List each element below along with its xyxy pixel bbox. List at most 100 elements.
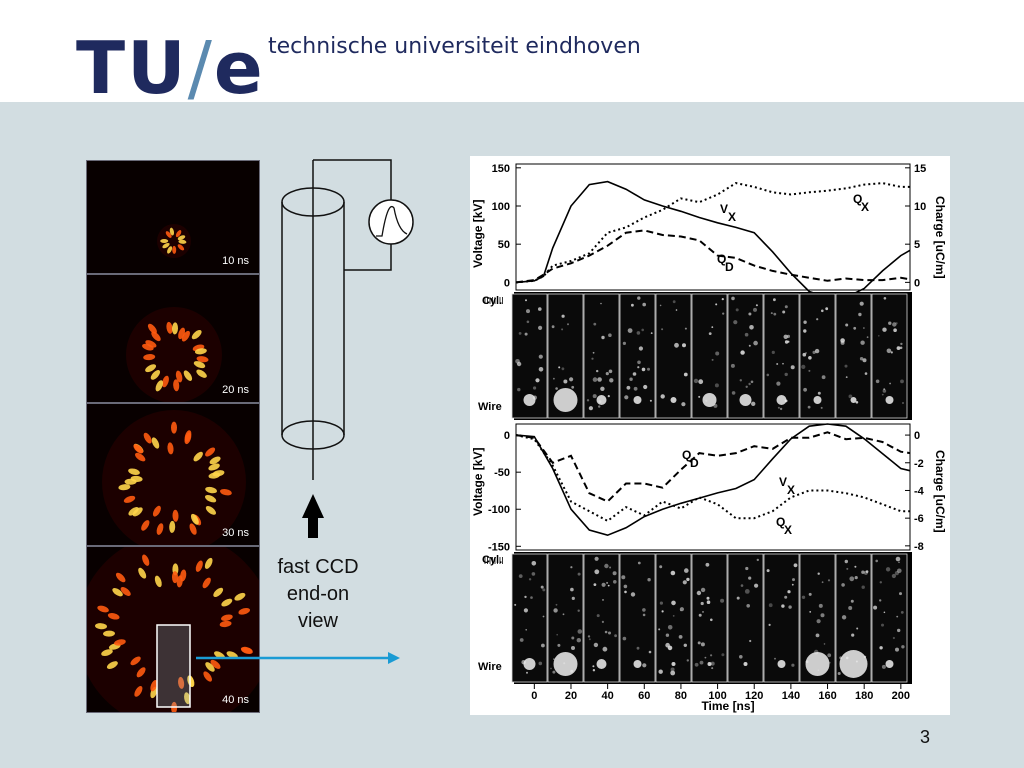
strip2-cyl-label: Cyl. (482, 554, 502, 566)
streak-speck (748, 382, 751, 386)
y2-tick-label: -2 (914, 458, 924, 470)
streak-speck (696, 590, 702, 596)
streak-speck (542, 615, 545, 618)
ring-spot (173, 379, 180, 392)
x-tick-label: 0 (531, 690, 537, 702)
streak-speck (672, 300, 676, 304)
ring-spot (219, 489, 232, 496)
ring-spot (193, 451, 203, 462)
streak-speck (525, 299, 527, 302)
streak-speck (686, 577, 690, 582)
streak-speck (607, 395, 610, 398)
streak-speck (895, 647, 899, 652)
streak-speck (614, 634, 617, 638)
y-tick-label: 0 (504, 430, 510, 442)
streak-speck (698, 613, 702, 617)
ring-spot (167, 246, 173, 254)
streak-speck (683, 372, 688, 377)
ccd-caption-line3: view (297, 610, 338, 632)
ring-spot (169, 520, 176, 533)
y2-tick-label: 0 (914, 277, 920, 289)
streak-speck (749, 639, 752, 643)
streak-speck (602, 646, 608, 652)
ring-spot (150, 370, 161, 380)
streak-speck (753, 307, 757, 312)
y2-tick-label: -4 (914, 485, 925, 497)
streak-speck (627, 328, 633, 333)
streak-speck (694, 662, 699, 667)
streak-speck (899, 346, 903, 350)
pulse-waveform-icon (376, 206, 408, 237)
streak-speck (561, 367, 565, 371)
streak-speck (730, 363, 735, 368)
streak-speck (648, 650, 652, 654)
streak-speck (791, 663, 795, 667)
streak-speck (569, 377, 574, 382)
ring-spot (141, 520, 150, 531)
ring-spot (160, 239, 169, 243)
y2-tick-label: 5 (914, 239, 920, 251)
ring-spot (226, 651, 238, 659)
streak-speck (711, 326, 714, 328)
ring-spot (177, 235, 186, 241)
ring-spot (172, 509, 179, 522)
ring-spot (162, 242, 170, 249)
wire-glow (596, 659, 607, 669)
ring-spot (106, 661, 118, 670)
streak-speck (861, 570, 865, 574)
streak-speck (873, 605, 878, 610)
streak-speck (636, 646, 640, 650)
streak-speck (801, 595, 806, 599)
streak-speck (818, 603, 823, 608)
streak-speck (731, 391, 736, 395)
streak-speck (883, 297, 887, 300)
ring-spot (202, 577, 211, 589)
streak-speck (642, 663, 647, 668)
streak-speck (875, 559, 878, 563)
ring-spot (221, 598, 233, 607)
ring-spot (184, 432, 192, 445)
streak-speck (604, 563, 609, 569)
streak-speck (551, 325, 555, 329)
streak-speck (576, 638, 581, 643)
streak-speck (674, 342, 679, 348)
streak-speck (605, 372, 609, 376)
streak-speck (897, 568, 902, 574)
ring-spot (208, 463, 220, 471)
streak-speck (858, 312, 862, 317)
ring-spot (193, 361, 206, 369)
ring-spot (191, 330, 202, 340)
ring-spot (238, 607, 251, 615)
x-tick-label: 20 (565, 690, 577, 702)
streak-speck (889, 382, 891, 385)
header-bar: TU/e technische universiteit eindhoven (0, 0, 1024, 108)
wire-glow (671, 662, 676, 666)
streak-speck (827, 579, 831, 582)
results-figure: 150 100 50 0 15 10 5 0 V X Q X Q D Voltage [kV] Charg… (470, 156, 950, 715)
ring-spot (234, 592, 246, 601)
streak-speck (900, 342, 903, 346)
streak-speck (514, 603, 517, 606)
ring-spot (143, 432, 152, 444)
streak-speck (637, 366, 640, 369)
streak-speck (731, 296, 735, 301)
y2-tick-label: 10 (914, 201, 926, 213)
streak-speck (517, 387, 521, 392)
streak-speck (698, 379, 704, 385)
streak-speck (697, 641, 701, 645)
streak-speck (821, 375, 826, 380)
ring-spot (180, 569, 187, 582)
wire-glow (670, 397, 677, 403)
streak-speck (624, 395, 629, 400)
ring-spot (205, 486, 218, 494)
ring-spot (221, 614, 233, 621)
streak-speck (541, 643, 545, 648)
ring-spot (118, 484, 131, 491)
y-tick-label: -100 (488, 504, 510, 516)
streak-speck (598, 405, 601, 408)
ring-spot (219, 620, 232, 628)
streak-speck (524, 595, 527, 599)
streak-speck (596, 369, 599, 373)
streak-speck (562, 613, 565, 616)
streak-speck (682, 580, 687, 585)
